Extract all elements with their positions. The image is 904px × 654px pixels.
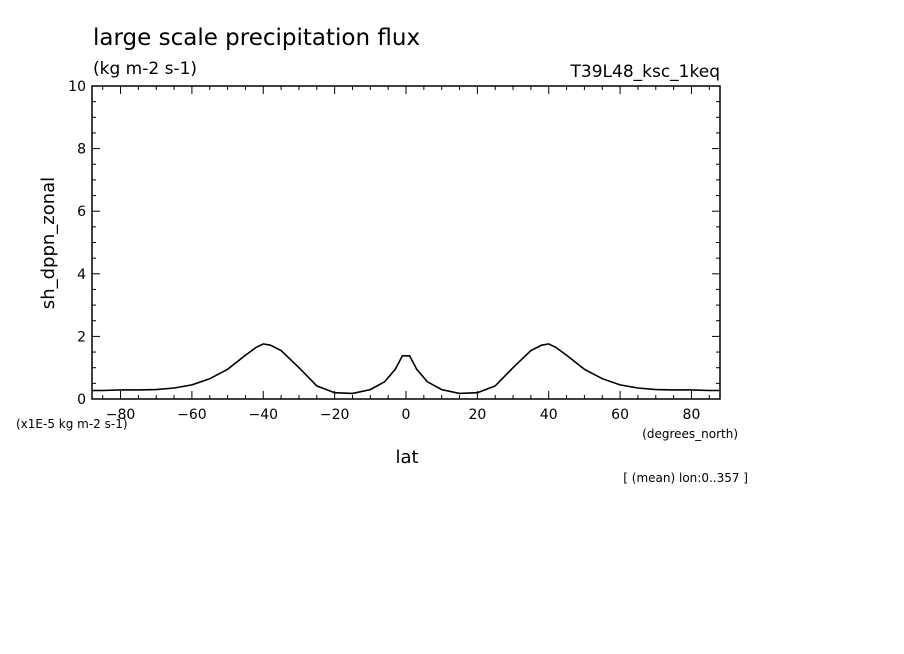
x-axis-label: lat	[395, 447, 418, 468]
x-tick-label: 20	[468, 407, 486, 423]
x-tick-label: 0	[402, 407, 411, 423]
plot-frame	[91, 85, 721, 400]
footnote: [ (mean) lon:0..357 ]	[623, 471, 748, 485]
run-label: T39L48_ksc_1keq	[570, 62, 720, 82]
y-tick-label: 4	[77, 267, 86, 283]
x-tick-label: −80	[106, 407, 136, 423]
y-tick-label: 0	[77, 392, 86, 408]
y-tick-label: 10	[68, 79, 86, 95]
x-tick-label: 60	[611, 407, 629, 423]
x-tick-label: −60	[177, 407, 207, 423]
y-axis-label: sh_dppn_zonal	[38, 177, 59, 309]
y-tick-label: 8	[77, 142, 86, 158]
x-tick-label: 80	[683, 407, 701, 423]
y-tick-label: 2	[77, 329, 86, 345]
x-axis-ticks: −80 −60 −40 −20 0 20 40 60 80	[102, 86, 710, 423]
y-tick-label: 6	[77, 204, 86, 220]
x-units-label: (degrees_north)	[642, 427, 738, 441]
chart-title: large scale precipitation flux	[93, 25, 420, 51]
y-axis-ticks: 0 2 4 6 8 10	[68, 79, 720, 408]
units-label: (kg m-2 s-1)	[93, 59, 197, 79]
series-line	[92, 343, 720, 395]
y-scale-note: (x1E-5 kg m-2 s-1)	[16, 417, 128, 431]
x-tick-label: −40	[248, 407, 278, 423]
x-tick-label: 40	[540, 407, 558, 423]
x-tick-label: −20	[320, 407, 350, 423]
